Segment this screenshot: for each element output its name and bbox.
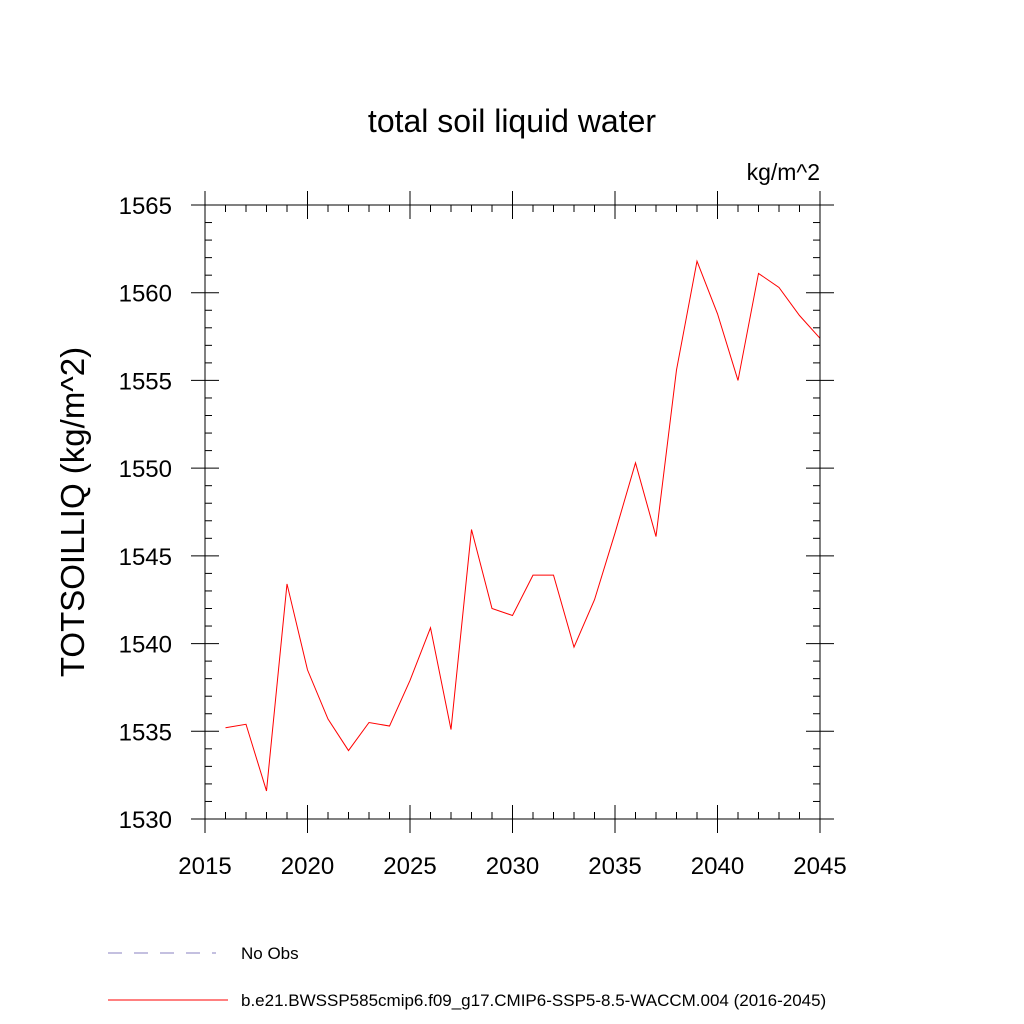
y-tick-label: 1550 <box>119 456 172 483</box>
chart-title: total soil liquid water <box>368 103 656 139</box>
legend-label-2: b.e21.BWSSP585cmip6.f09_g17.CMIP6-SSP5-8… <box>241 991 826 1010</box>
x-tick-label: 2015 <box>178 853 231 880</box>
series-lines <box>225 259 821 792</box>
axis-ticks: 2015 2020 2025 2030 2035 2040 2045 1530 1535 1540… <box>119 191 847 880</box>
y-tick-label: 1560 <box>119 281 172 308</box>
x-tick-label: 2040 <box>691 853 744 880</box>
y-tick-label: 1540 <box>119 632 172 659</box>
y-tick-label: 1530 <box>119 807 172 834</box>
y-tick-label: 1535 <box>119 719 172 746</box>
y-tick-label: 1565 <box>119 193 172 220</box>
y-tick-label: 1545 <box>119 544 172 571</box>
x-tick-label: 2035 <box>588 853 641 880</box>
x-tick-label: 2045 <box>793 853 846 880</box>
x-tick-label: 2020 <box>281 853 334 880</box>
legend-label-1: No Obs <box>241 944 299 963</box>
x-tick-label: 2030 <box>486 853 539 880</box>
y-tick-label: 1555 <box>119 368 172 395</box>
series-line-1 <box>225 259 821 792</box>
x-tick-label: 2025 <box>383 853 436 880</box>
legend: No Obs b.e21.BWSSP585cmip6.f09_g17.CMIP6-… <box>108 944 826 1010</box>
plot-frame <box>204 204 821 820</box>
units-label: kg/m^2 <box>747 159 820 185</box>
y-axis-label: TOTSOILLIQ (kg/m^2) <box>54 347 91 677</box>
